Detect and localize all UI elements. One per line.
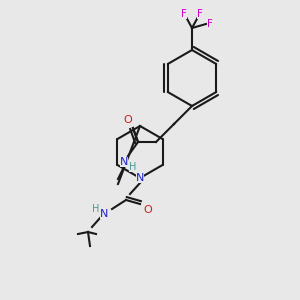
Text: F: F [181,9,187,19]
Text: O: O [124,115,132,125]
Text: N: N [120,157,128,167]
Text: N: N [100,209,108,219]
Text: N: N [136,173,144,183]
Text: O: O [144,205,152,215]
Text: F: F [197,9,203,19]
Text: H: H [129,162,137,172]
Text: H: H [92,204,100,214]
Text: F: F [207,19,213,29]
